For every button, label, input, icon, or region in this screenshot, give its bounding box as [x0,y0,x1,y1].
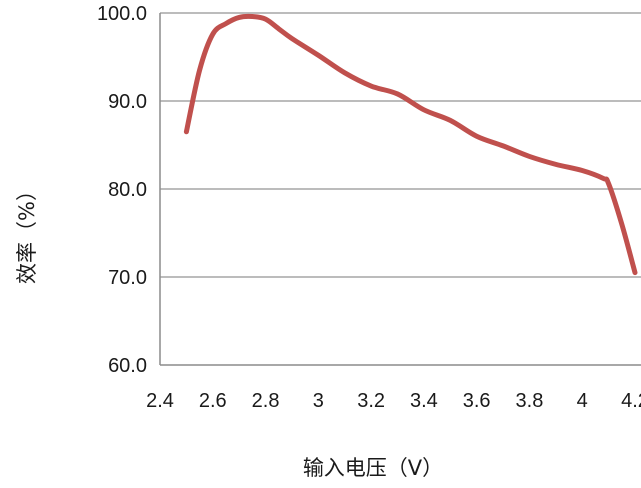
x-tick-label: 4.2 [621,390,641,412]
x-tick-label: 3.8 [516,390,544,412]
x-tick-label: 2.6 [199,390,227,412]
gridlines [160,12,641,278]
y-tick-labels: 60.0 70.0 80.0 90.0 100.0 [97,3,147,377]
x-tick-label: 3.4 [410,390,438,412]
x-tick-label: 4 [577,390,588,412]
x-axis-title: 输入电压（V） [303,456,443,480]
series-line [183,13,638,276]
y-tick-label: 70.0 [108,267,147,289]
x-tick-label: 3.6 [463,390,491,412]
y-axis-title: 效率（%） [15,180,39,284]
x-tick-label: 3.2 [357,390,385,412]
axes [159,13,641,366]
x-tick-label: 3 [313,390,324,412]
x-tick-labels: 2.4 2.6 2.8 3 3.2 3.4 3.6 3.8 4 4.2 [146,390,641,412]
x-tick-label: 2.4 [146,390,174,412]
y-tick-label: 60.0 [108,355,147,377]
x-tick-label: 2.8 [252,390,280,412]
y-tick-label: 100.0 [97,3,147,25]
series-layer [183,13,638,276]
y-tick-label: 90.0 [108,91,147,113]
y-tick-label: 80.0 [108,179,147,201]
